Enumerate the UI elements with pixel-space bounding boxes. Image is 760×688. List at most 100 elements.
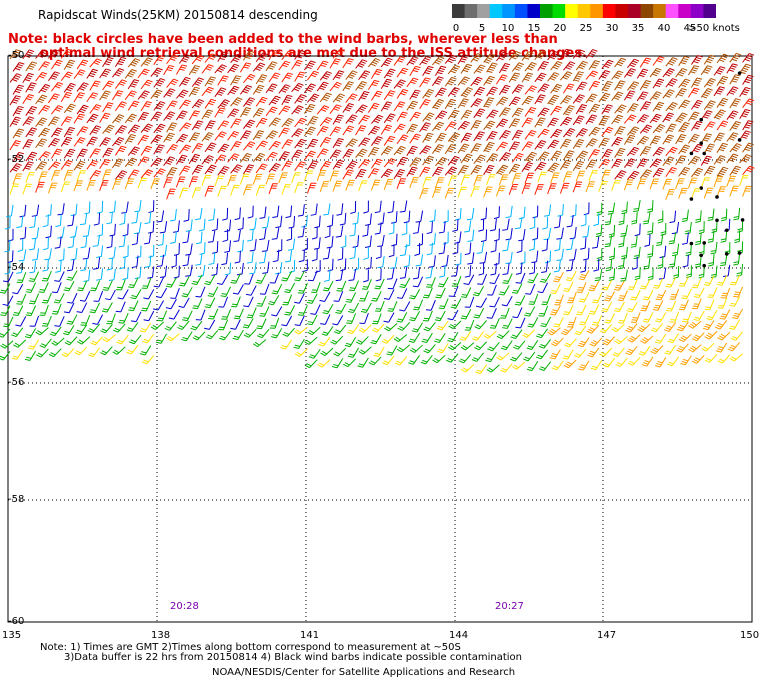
wind-barb-feather: [706, 171, 712, 175]
wind-barb-feather: [703, 93, 709, 97]
wind-barb-feather: [195, 263, 201, 266]
wind-barb-feather: [168, 336, 174, 340]
wind-barb-feather: [657, 103, 663, 107]
wind-barb-staff: [520, 262, 523, 274]
wind-barb-feather: [248, 75, 254, 79]
wind-barb-staff: [47, 138, 56, 148]
wind-barb-feather: [105, 61, 112, 64]
wind-barb-feather: [322, 76, 328, 80]
wind-barb-feather: [104, 139, 110, 142]
wind-barb-feather: [15, 67, 21, 71]
wind-barb-feather: [192, 337, 198, 341]
wind-barb-staff: [635, 211, 638, 223]
wind-barb-staff: [486, 109, 494, 119]
wind-barb-feather: [603, 71, 609, 75]
wind-barb-feather: [184, 78, 190, 82]
wind-barb-feather: [554, 226, 560, 229]
wind-barb-feather: [82, 84, 88, 87]
wind-barb-feather: [1, 343, 7, 348]
wind-barb-staff: [700, 155, 708, 166]
wind-barb-staff: [391, 267, 395, 279]
wind-barb-staff: [76, 82, 85, 92]
wind-barb-feather: [306, 323, 313, 326]
wind-barb-staff: [34, 315, 40, 327]
wind-barb-feather: [364, 90, 370, 94]
wind-barb-staff: [572, 161, 580, 172]
wind-barb-staff: [264, 283, 270, 295]
wind-barb-feather: [556, 150, 562, 154]
wind-barb-feather: [503, 164, 509, 168]
wind-barb-feather: [477, 158, 483, 162]
wind-barb-feather: [375, 285, 381, 288]
wind-barb-feather: [429, 112, 435, 116]
wind-barb-staff: [345, 70, 353, 80]
wind-barb-feather: [544, 128, 550, 132]
wind-barb-feather: [616, 93, 622, 97]
wind-barb-feather: [552, 141, 558, 145]
wind-barb-feather: [298, 260, 305, 263]
wind-barb-staff: [127, 100, 135, 111]
wind-barb-staff: [396, 157, 404, 167]
wind-barb-staff: [329, 58, 336, 69]
wind-barb-feather: [541, 155, 547, 159]
wind-barb-staff: [163, 88, 171, 98]
wind-barb-staff: [342, 169, 349, 180]
wind-barb-feather: [425, 69, 432, 73]
wind-barb-staff: [303, 104, 311, 114]
wind-barb-staff: [99, 137, 107, 147]
wind-barb-feather: [602, 89, 608, 92]
wind-barb-feather: [518, 107, 524, 111]
wind-barb-staff: [7, 271, 14, 283]
wind-barb-feather: [19, 61, 25, 65]
wind-barb-feather: [518, 84, 524, 87]
wind-barb-feather: [166, 326, 172, 329]
wind-barb-feather: [386, 74, 392, 78]
wind-barb-feather: [644, 244, 650, 247]
wind-barb-feather: [693, 105, 699, 109]
wind-barb-feather: [438, 307, 444, 310]
wind-barb-staff: [136, 232, 139, 244]
wind-barb-feather: [42, 117, 48, 121]
wind-barb-feather: [360, 82, 366, 86]
wind-barb-feather: [181, 91, 187, 95]
wind-barb-feather: [503, 96, 509, 100]
wind-barb-feather: [666, 138, 672, 141]
wind-barb-staff: [524, 130, 532, 140]
wind-barb-feather: [579, 154, 586, 158]
wind-barb-staff: [649, 135, 657, 146]
wind-barb-staff: [173, 309, 180, 320]
wind-barb-feather: [654, 69, 661, 73]
wind-barb-feather: [29, 65, 35, 68]
wind-barb-feather: [347, 166, 354, 169]
wind-barb-feather: [697, 54, 703, 58]
wind-barb-staff: [331, 214, 334, 226]
wind-barb-feather: [630, 243, 637, 246]
wind-barb-feather: [42, 87, 48, 91]
wind-barb-feather: [119, 136, 125, 140]
wind-barb-staff: [22, 139, 29, 150]
wind-barb-feather: [143, 297, 149, 300]
wind-barb-feather: [362, 234, 368, 237]
wind-barb-feather: [500, 55, 506, 59]
wind-barb-feather: [296, 107, 303, 111]
wind-barb-staff: [634, 289, 641, 301]
wind-barb-staff: [703, 187, 709, 199]
wind-barb-staff: [329, 104, 337, 114]
wind-barb-feather: [233, 108, 240, 112]
wind-barb-staff: [344, 212, 347, 224]
wind-barb-feather: [41, 138, 48, 141]
wind-barb-feather: [722, 55, 728, 59]
wind-barb-feather: [133, 79, 140, 82]
wind-barb-feather: [563, 52, 569, 56]
wind-barb-feather: [672, 146, 678, 150]
colorbar-swatch: [615, 4, 629, 18]
wind-barb-staff: [178, 54, 187, 64]
wind-barb-staff: [622, 256, 625, 268]
wind-barb-staff: [303, 126, 312, 137]
wind-barb-staff: [485, 229, 488, 241]
wind-barb-feather: [578, 278, 584, 281]
wind-barb-feather: [372, 81, 379, 85]
wind-barb-feather: [78, 139, 85, 142]
wind-barb-feather: [441, 132, 447, 136]
wind-barb-feather: [209, 78, 215, 81]
